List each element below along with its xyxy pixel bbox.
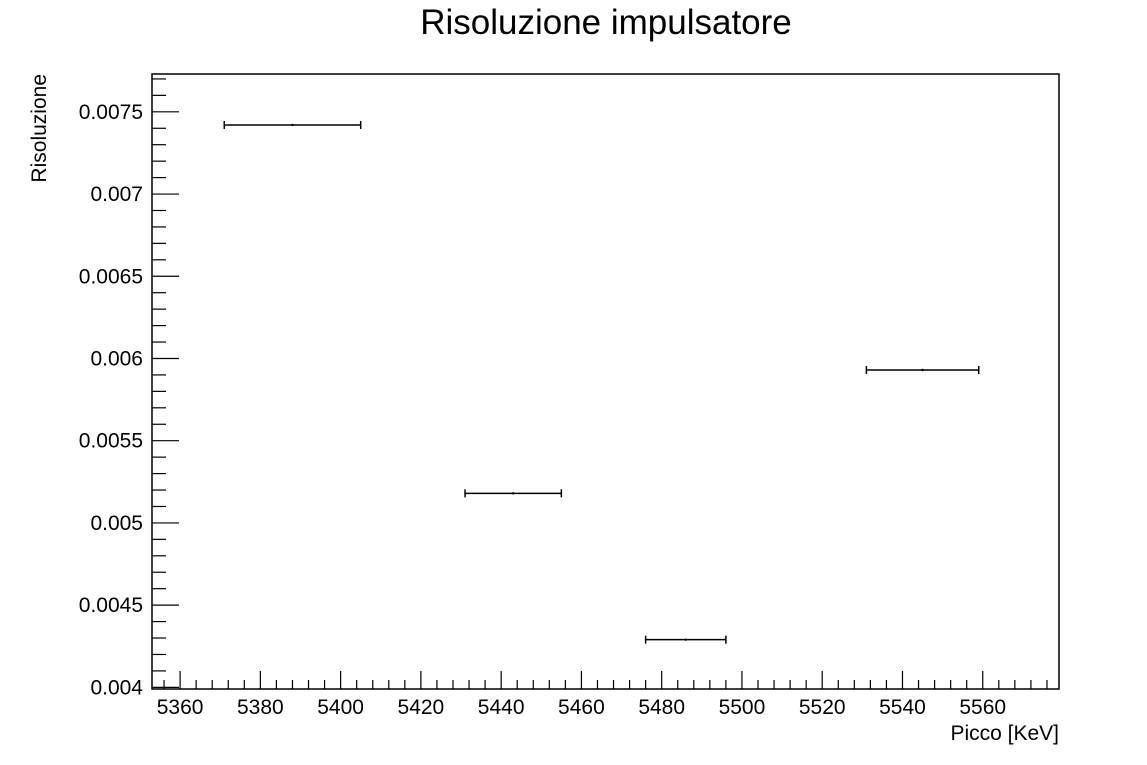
y-tick-label: 0.005 <box>90 512 143 535</box>
x-tick-label: 5480 <box>638 696 685 719</box>
x-tick-label: 5540 <box>879 696 926 719</box>
x-tick-label: 5460 <box>558 696 605 719</box>
data-marker <box>511 492 515 495</box>
data-points <box>223 120 980 644</box>
x-tick-label: 5380 <box>237 696 284 719</box>
x-tick-label: 5360 <box>157 696 204 719</box>
data-point <box>865 365 980 374</box>
y-tick-label: 0.006 <box>90 347 143 370</box>
y-axis-ticks <box>152 78 179 688</box>
chart-title: Risoluzione impulsatore <box>420 3 792 42</box>
data-point <box>644 635 727 644</box>
data-marker <box>684 638 687 641</box>
x-tick-label: 5520 <box>799 696 846 719</box>
data-marker <box>291 123 294 127</box>
data-point <box>223 120 362 129</box>
x-axis-ticks <box>163 671 1048 689</box>
y-tick-label: 0.0075 <box>79 101 143 124</box>
x-tick-label: 5500 <box>719 696 766 719</box>
x-tick-label: 5420 <box>398 696 445 719</box>
y-tick-label: 0.0065 <box>79 265 143 288</box>
x-tick-label: 5440 <box>478 696 525 719</box>
data-point <box>464 489 563 498</box>
x-axis-title: Picco [KeV] <box>950 722 1059 745</box>
x-tick-label: 5400 <box>317 696 364 719</box>
x-tick-label: 5560 <box>959 696 1006 719</box>
y-tick-label: 0.0045 <box>79 594 143 617</box>
y-axis-title: Risoluzione <box>28 74 51 183</box>
y-tick-label: 0.0055 <box>79 430 143 453</box>
y-tick-label: 0.007 <box>90 183 143 206</box>
y-tick-label: 0.004 <box>90 676 143 699</box>
plot-frame <box>151 73 1060 690</box>
x-axis-tick-labels: 5360 5380 5400 5420 5440 5460 5480 5500 5520 5540… <box>157 696 1006 719</box>
y-axis-tick-labels: 0.004 0.0045 0.005 0.0055 0.006 0.0065 0.007 0.… <box>79 101 144 700</box>
data-marker <box>921 368 924 372</box>
